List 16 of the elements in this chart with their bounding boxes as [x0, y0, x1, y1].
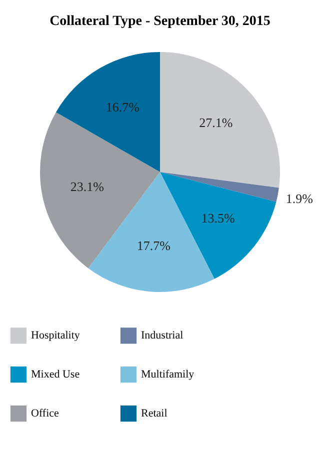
pie-slice	[160, 52, 280, 188]
pie-slice	[160, 172, 279, 202]
data-label: 16.7%	[106, 100, 140, 115]
chart-title: Collateral Type - September 30, 2015	[50, 14, 270, 29]
legend-label: Multifamily	[141, 368, 195, 380]
data-label: 23.1%	[70, 179, 104, 194]
legend-label: Hospitality	[31, 330, 80, 342]
legend-label: Office	[31, 408, 60, 420]
data-label: 27.1%	[199, 114, 233, 130]
legend-label: Industrial	[141, 330, 184, 342]
data-label: 17.7%	[136, 238, 171, 254]
data-label: 13.5%	[201, 210, 236, 226]
pie-slice	[56, 52, 160, 172]
legend-label: Retail	[141, 408, 168, 420]
legend-label: Mixed Use	[31, 368, 80, 380]
data-label: 1.9%	[286, 191, 314, 206]
